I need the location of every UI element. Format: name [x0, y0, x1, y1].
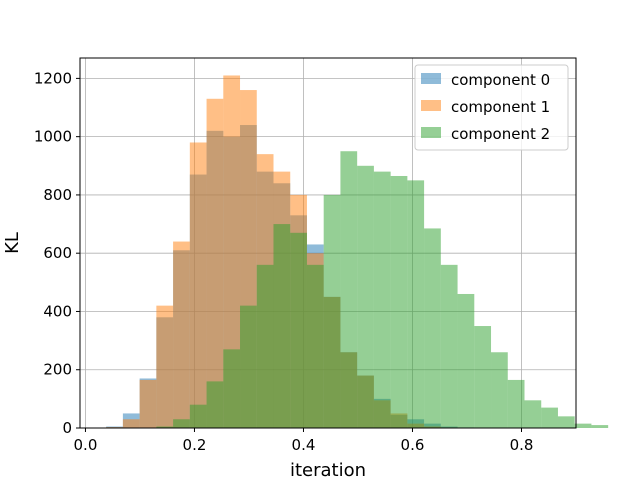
- y-tick-label: 400: [43, 302, 72, 320]
- bar-component-2-bin-28: [574, 423, 592, 428]
- y-tick-label: 1000: [34, 128, 72, 146]
- bar-component-1-bin-2: [139, 379, 157, 428]
- plot-frame: [79, 57, 577, 429]
- bar-component-1-bin-5: [189, 142, 207, 428]
- bar-component-2-bin-17: [390, 175, 408, 428]
- x-tick-label: 0.6: [401, 436, 425, 454]
- bar-component-2-bin-25: [524, 400, 542, 428]
- bar-component-2-bin-19: [424, 228, 441, 428]
- bar-component-2-bin-14: [340, 151, 358, 429]
- bar-component-1-bin-7: [223, 75, 241, 428]
- bar-component-2-bin-18: [407, 180, 425, 428]
- x-axis-label: iteration: [290, 460, 366, 480]
- bar-component-2-bin-29: [591, 425, 609, 428]
- y-axis-ticks: 0 200 400 600 800 1000 1200: [34, 69, 80, 437]
- bar-component-1-bin-1: [122, 419, 140, 428]
- bar-component-2-bin-7: [223, 349, 241, 428]
- bar-component-2-bin-9: [256, 264, 274, 428]
- bar-component-2-bin-16: [373, 171, 391, 428]
- bar-component-2-bin-27: [557, 416, 575, 428]
- y-tick-label: 1200: [34, 69, 72, 87]
- y-tick-label: 0: [62, 419, 72, 437]
- x-axis-ticks: 0.0 0.2 0.4 0.6 0.8: [74, 428, 534, 454]
- y-tick-label: 600: [43, 244, 72, 262]
- bar-component-2-bin-4: [173, 419, 190, 428]
- bar-component-2-bin-22: [474, 326, 492, 428]
- bar-component-1-bin-4: [173, 241, 190, 428]
- x-tick-label: 0.0: [74, 436, 98, 454]
- bar-component-1-bin-6: [206, 98, 224, 428]
- x-tick-label: 0.2: [183, 436, 207, 454]
- legend: component 0 component 1 component 2: [414, 64, 569, 151]
- bar-component-2-bin-12: [306, 264, 324, 428]
- y-axis-label: KL: [2, 232, 23, 254]
- bar-component-2-bin-21: [457, 293, 475, 428]
- bar-component-2-bin-6: [206, 381, 224, 428]
- legend-label-component-2: component 2: [451, 125, 550, 143]
- bar-component-2-bin-10: [273, 224, 291, 428]
- bar-component-2-bin-13: [323, 194, 341, 428]
- bar-component-2-bin-11: [290, 232, 307, 428]
- legend-label-component-0: component 0: [451, 71, 550, 89]
- histogram-bars: [106, 75, 609, 429]
- bar-component-2-bin-26: [541, 407, 558, 428]
- bar-component-2-bin-8: [240, 305, 257, 428]
- bar-component-2-bin-23: [491, 352, 508, 428]
- y-tick-label: 800: [43, 186, 72, 204]
- bar-component-1-bin-3: [156, 305, 174, 428]
- bar-component-2-bin-20: [440, 264, 458, 428]
- legend-swatch-component-2: [421, 127, 441, 138]
- legend-swatch-component-0: [421, 73, 441, 84]
- legend-label-component-1: component 1: [451, 98, 550, 116]
- y-tick-label: 200: [43, 361, 72, 379]
- x-tick-label: 0.8: [510, 436, 534, 454]
- x-tick-label: 0.4: [292, 436, 316, 454]
- bar-component-2-bin-15: [357, 165, 374, 428]
- bar-component-2-bin-24: [507, 379, 525, 428]
- legend-frame: [414, 64, 569, 151]
- bar-component-2-bin-5: [189, 404, 207, 428]
- bar-component-2-bin-3: [156, 426, 174, 428]
- legend-swatch-component-1: [421, 100, 441, 111]
